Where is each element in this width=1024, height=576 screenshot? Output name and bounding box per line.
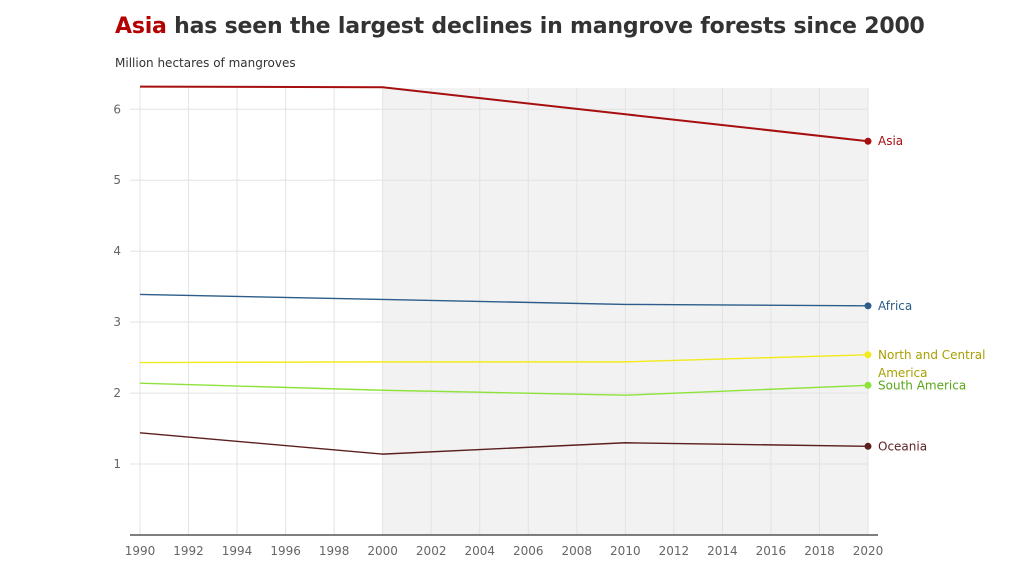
series-label: America (878, 366, 928, 380)
series-endpoint-north-and-central-america (864, 351, 872, 359)
series-line-south-america (139, 382, 869, 396)
series-endpoint-asia (864, 137, 872, 145)
x-tick-label: 2010 (610, 544, 641, 558)
series-label: Africa (878, 299, 912, 313)
series-label: North and Central (878, 348, 985, 362)
series-line-oceania (139, 432, 869, 455)
x-tick-label: 1996 (270, 544, 301, 558)
x-tick-label: 2000 (367, 544, 398, 558)
y-tick-label: 3 (113, 315, 121, 329)
x-tick-label: 2020 (853, 544, 884, 558)
x-tick-label: 2016 (756, 544, 787, 558)
y-tick-label: 5 (113, 173, 121, 187)
x-tick-label: 1990 (125, 544, 156, 558)
x-tick-label: 2018 (804, 544, 835, 558)
y-tick-label: 2 (113, 386, 121, 400)
series-label: Oceania (878, 439, 927, 453)
chart-title-rest: has seen the largest declines in mangrov… (166, 14, 925, 39)
x-tick-label: 2004 (464, 544, 495, 558)
y-tick-label: 4 (113, 244, 121, 258)
x-tick-label: 1994 (222, 544, 253, 558)
series-endpoint-africa (864, 302, 872, 310)
x-tick-label: 2012 (659, 544, 690, 558)
series-label: Asia (878, 134, 903, 148)
chart-title: Asia has seen the largest declines in ma… (115, 14, 925, 39)
chart-title-highlight: Asia (115, 14, 167, 39)
chart-subtitle: Million hectares of mangroves (115, 56, 296, 70)
x-tick-label: 2014 (707, 544, 738, 558)
series-line-north-and-central-america (139, 354, 869, 364)
series-endpoint-south-america (864, 381, 872, 389)
x-tick-label: 1992 (173, 544, 204, 558)
series-line-asia (139, 85, 869, 143)
x-tick-label: 2002 (416, 544, 447, 558)
x-tick-label: 2006 (513, 544, 544, 558)
x-tick-label: 1998 (319, 544, 350, 558)
y-tick-label: 6 (113, 102, 121, 116)
y-tick-label: 1 (113, 457, 121, 471)
series-label: South America (878, 378, 966, 392)
series-line-africa (139, 293, 869, 307)
x-tick-label: 2008 (562, 544, 593, 558)
series-endpoint-oceania (864, 442, 872, 450)
